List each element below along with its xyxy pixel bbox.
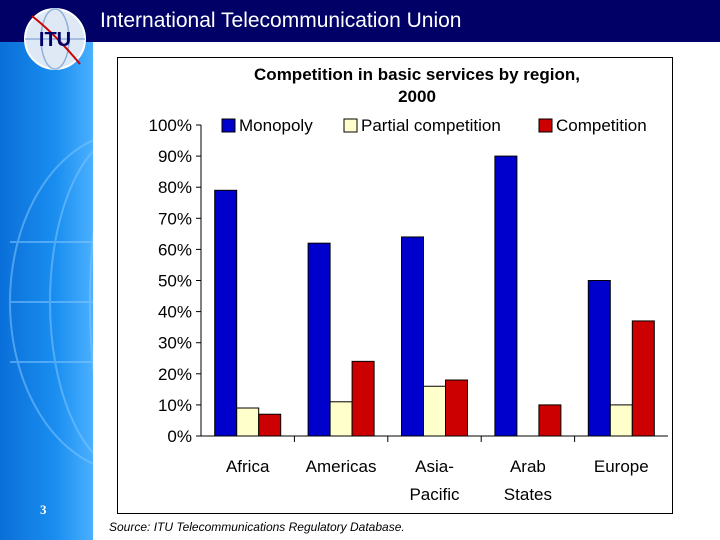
x-tick-label: Europe bbox=[594, 457, 649, 476]
bar bbox=[494, 155, 518, 437]
legend-swatch bbox=[343, 118, 358, 133]
x-tick-label: Pacific bbox=[409, 485, 460, 504]
bar bbox=[351, 360, 375, 437]
bar bbox=[401, 236, 424, 437]
chart-title-line: Competition in basic services by region, bbox=[254, 65, 580, 84]
y-tick-label: 80% bbox=[158, 178, 192, 197]
bar bbox=[631, 320, 655, 437]
bar bbox=[214, 189, 238, 437]
source-note: Source: ITU Telecommunications Regulator… bbox=[109, 520, 405, 534]
slide-number: 3 bbox=[40, 502, 47, 517]
legend-swatch bbox=[538, 118, 553, 133]
y-tick-label: 40% bbox=[158, 303, 192, 322]
header-bar: International Telecommunication Union bbox=[0, 0, 720, 42]
legend-label: Partial competition bbox=[361, 116, 501, 135]
bar bbox=[236, 407, 260, 437]
bar bbox=[609, 404, 633, 437]
x-tick-label: Asia- bbox=[415, 457, 454, 476]
chart-title-line: 2000 bbox=[398, 87, 436, 106]
y-tick-label: 90% bbox=[158, 147, 192, 166]
y-tick-label: 30% bbox=[158, 334, 192, 353]
bar bbox=[587, 280, 611, 437]
sidebar-decoration bbox=[0, 42, 93, 540]
globe-watermark-icon bbox=[9, 139, 93, 465]
bar bbox=[445, 379, 468, 437]
y-tick-label: 0% bbox=[167, 427, 192, 446]
legend-label: Competition bbox=[556, 116, 647, 135]
itu-globe-logo-icon: ITU bbox=[24, 8, 86, 70]
x-tick-label: Arab bbox=[510, 457, 546, 476]
bar bbox=[329, 401, 353, 437]
y-tick-label: 20% bbox=[158, 365, 192, 384]
legend-swatch bbox=[221, 118, 236, 133]
bar bbox=[258, 413, 282, 437]
organization-title: International Telecommunication Union bbox=[100, 9, 462, 32]
chart-frame: Competition in basic services by region,… bbox=[117, 57, 673, 514]
legend-label: Monopoly bbox=[239, 116, 313, 135]
x-tick-label: Americas bbox=[306, 457, 377, 476]
logo-text: ITU bbox=[39, 29, 71, 51]
bar bbox=[538, 404, 562, 437]
chart: Competition in basic services by region,… bbox=[149, 65, 668, 504]
x-tick-label: States bbox=[504, 485, 552, 504]
y-tick-label: 60% bbox=[158, 240, 192, 259]
bar bbox=[423, 385, 446, 437]
y-tick-label: 70% bbox=[158, 209, 192, 228]
y-tick-label: 10% bbox=[158, 396, 192, 415]
y-tick-label: 100% bbox=[149, 116, 192, 135]
x-tick-label: Africa bbox=[226, 457, 270, 476]
bar bbox=[307, 242, 331, 437]
y-tick-label: 50% bbox=[158, 272, 192, 291]
